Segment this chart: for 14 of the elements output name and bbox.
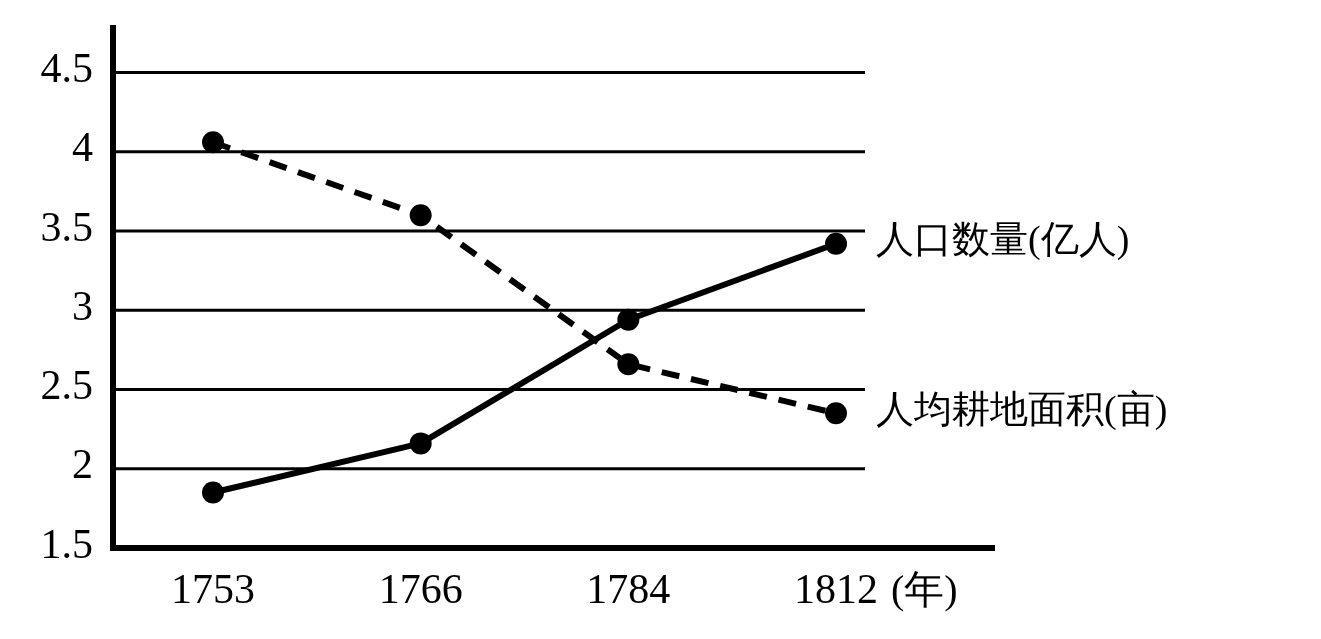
series-label: 人口数量(亿人) (876, 218, 1130, 262)
x-tick-label: 1812 (794, 566, 878, 612)
x-tick-label: 1753 (171, 566, 255, 612)
x-tick-label: 1766 (378, 566, 463, 612)
y-tick-label: 2.5 (40, 362, 93, 409)
y-tick-label: 1.5 (40, 520, 93, 567)
y-tick-label: 4.5 (40, 45, 93, 92)
y-tick-label: 3.5 (40, 203, 93, 250)
y-tick-label: 3 (72, 282, 93, 329)
x-axis-title: (年) (891, 567, 958, 612)
x-tick-label: 1784 (586, 566, 671, 612)
y-tick-label: 2 (72, 441, 93, 488)
y-tick-label: 4 (72, 124, 93, 171)
series-label: 人均耕地面积(亩) (876, 388, 1168, 432)
